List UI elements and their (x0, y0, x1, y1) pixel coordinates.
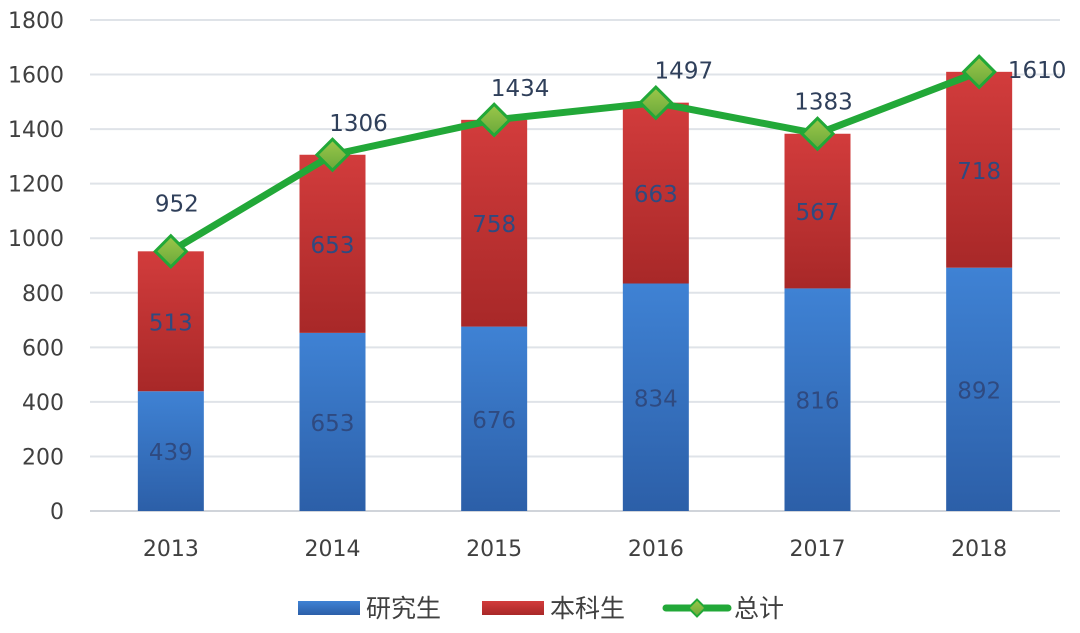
bar-graduate (946, 267, 1013, 511)
y-tick-label: 400 (22, 391, 64, 416)
bar-graduate (461, 326, 528, 511)
bar-data-label: 834 (634, 386, 678, 412)
x-tick-label: 2015 (466, 537, 522, 562)
total-data-label: 1610 (1008, 58, 1067, 84)
bar-data-label: 439 (149, 440, 193, 466)
y-tick-label: 1800 (8, 9, 64, 34)
x-tick-label: 2013 (143, 537, 199, 562)
legend-marker-swatch (687, 598, 707, 618)
bar-data-label: 676 (472, 408, 516, 434)
y-tick-label: 200 (22, 445, 64, 470)
y-tick-label: 1000 (8, 227, 64, 252)
bar-undergraduate (946, 71, 1013, 268)
total-marker (799, 116, 836, 152)
bar-undergraduate (137, 251, 204, 392)
total-marker (153, 233, 189, 269)
x-tick-label: 2018 (951, 537, 1007, 562)
bar-data-label: 718 (957, 159, 1001, 185)
legend-label: 本科生 (550, 594, 625, 623)
bar-data-label: 663 (634, 182, 678, 208)
total-data-label: 952 (155, 191, 199, 217)
y-tick-label: 800 (22, 282, 64, 307)
total-marker (638, 84, 674, 121)
total-marker (314, 137, 351, 173)
legend-label: 研究生 (366, 594, 441, 623)
bar-graduate (299, 332, 366, 511)
total-marker (476, 102, 512, 138)
bar-data-label: 816 (796, 389, 840, 415)
bar-data-label: 513 (149, 310, 193, 336)
bar-graduate (622, 283, 689, 511)
x-tick-label: 2016 (628, 537, 684, 562)
legend-swatch (482, 601, 544, 615)
legend-label: 总计 (734, 594, 784, 623)
bar-data-label: 653 (311, 411, 355, 437)
bar-undergraduate (622, 102, 689, 284)
total-line (169, 68, 981, 255)
bar-data-label: 758 (472, 212, 516, 238)
x-tick-label: 2014 (305, 537, 361, 562)
legend-swatch (298, 601, 360, 615)
bar-graduate (137, 391, 204, 511)
bar-undergraduate (461, 119, 528, 327)
total-data-label: 1497 (655, 59, 714, 85)
y-tick-label: 1600 (8, 64, 64, 89)
bar-undergraduate (784, 133, 851, 289)
total-data-label: 1383 (794, 90, 853, 116)
bar-graduate (784, 288, 851, 511)
y-tick-label: 0 (50, 500, 64, 525)
x-tick-label: 2017 (790, 537, 846, 562)
bar-undergraduate (299, 154, 366, 333)
bar-data-label: 653 (311, 233, 355, 259)
total-data-label: 1306 (329, 111, 388, 137)
y-tick-label: 600 (22, 336, 64, 361)
y-tick-label: 1200 (8, 173, 64, 198)
bar-data-label: 892 (957, 378, 1001, 404)
bar-data-label: 567 (796, 200, 840, 226)
total-marker (961, 54, 997, 90)
total-data-label: 1434 (491, 76, 550, 102)
y-tick-label: 1400 (8, 118, 64, 143)
